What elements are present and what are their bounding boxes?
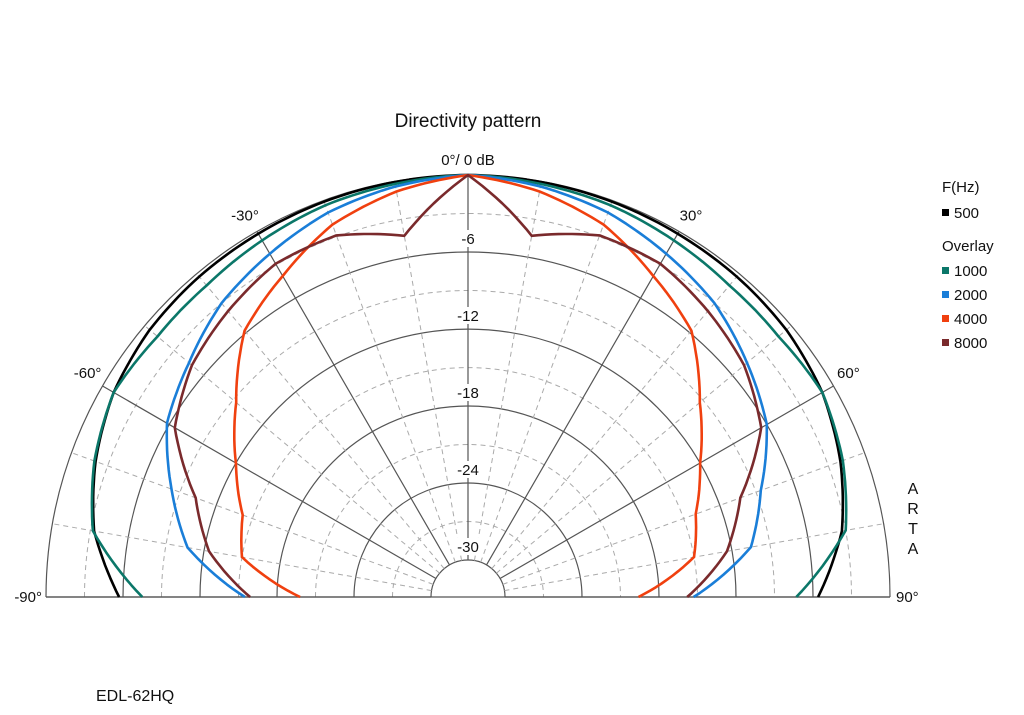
tick-label-bg [454,307,482,324]
radial-tick-label: -18 [457,385,479,402]
tick-label-bg [454,384,482,401]
grid-radial [102,385,437,580]
grid-radial-minor [394,181,463,561]
legend-swatch-500 [942,209,949,216]
grid-ring [430,559,506,598]
grid-radial-minor [196,273,445,569]
tick-label-bg [454,230,482,247]
radial-tick-labels: -6 -12 -18 -24 -30 [454,230,482,556]
model-label: EDL-62HQ [96,688,174,705]
legend-swatch-2000 [942,291,949,298]
legend-label-2000: 2000 [954,287,987,304]
angle-tick-label: 90° [896,589,919,606]
angle-tick-label: 30° [680,208,703,225]
legend-label-8000: 8000 [954,335,987,352]
grid-radial-minor [144,325,440,574]
angle-tick-label: 60° [837,365,860,382]
radial-tick-label: -6 [461,231,474,248]
radial-tick-label: -24 [457,462,479,479]
grid-radial [499,385,834,580]
angle-tick-label: -90° [14,589,42,606]
legend: F(Hz) Overlay 500 1000 2000 4000 8000 [942,179,994,352]
watermark-letter: A [908,481,919,498]
series-line-8000 [173,173,763,598]
radial-tick-label: -12 [457,308,479,325]
legend-swatch-8000 [942,339,949,346]
grid-radial-minor [480,200,613,563]
grid-radial-minor [473,181,542,561]
grid-radial-minor [71,452,434,585]
legend-swatch-1000 [942,267,949,274]
legend-header: F(Hz) [942,179,980,196]
watermark-letter: R [907,501,919,518]
angle-tick-labels: -90° -60° -30° 30° 60° 90° [14,208,918,606]
angle-tick-label: -30° [231,208,259,225]
watermark-letter: A [908,541,919,558]
radial-tick-label: -30 [457,539,479,556]
tick-label-bg [454,461,482,478]
grid-radial-minor [496,325,792,574]
legend-overlay-header: Overlay [942,238,994,255]
series-curves [90,173,848,599]
legend-label-4000: 4000 [954,311,987,328]
legend-swatch-4000 [942,315,949,322]
legend-label-1000: 1000 [954,263,987,280]
grid-radial-minor [502,452,865,585]
angle-tick-label: -60° [74,365,102,382]
grid-radial [256,231,451,566]
grid-radial-minor [323,200,456,563]
legend-label-500: 500 [954,205,979,222]
grid-ring-minor [84,213,852,598]
grid-radial-minor [491,273,740,569]
tick-label-bg [454,538,482,555]
grid-radial [485,231,680,566]
grid-ring-minor [315,444,621,598]
watermark-letter: T [908,521,918,538]
chart-title: Directivity pattern [395,111,542,132]
top-label: 0°/ 0 dB [441,152,495,169]
